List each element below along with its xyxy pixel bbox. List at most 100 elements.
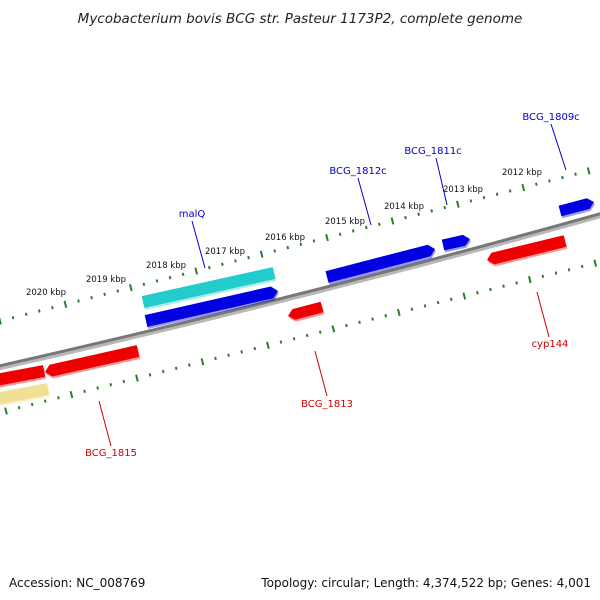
upper-tick xyxy=(390,217,395,225)
tick-label: 2017 kbp xyxy=(205,247,245,257)
upper-tick xyxy=(11,315,15,320)
tick-label: 2014 kbp xyxy=(384,202,424,212)
tick-label: 2020 kbp xyxy=(26,288,66,298)
lower-tick xyxy=(43,399,47,403)
upper-tick xyxy=(495,192,499,196)
lower-tick xyxy=(580,264,584,269)
lower-tick xyxy=(187,363,191,367)
upper-tick xyxy=(574,172,577,176)
upper-tick xyxy=(364,225,368,230)
lower-tick xyxy=(489,287,492,292)
tick-label: 2016 kbp xyxy=(265,233,305,243)
lower-tick xyxy=(384,314,388,318)
upper-tick xyxy=(207,265,211,270)
lower-tick xyxy=(174,366,178,370)
upper-tick xyxy=(456,200,460,208)
upper-tick xyxy=(273,249,277,253)
lower-tick xyxy=(358,320,361,325)
upper-tick xyxy=(325,233,329,242)
upper-tick xyxy=(417,212,420,216)
upper-tick xyxy=(247,255,250,260)
lower-tick xyxy=(227,353,230,357)
upper-tick xyxy=(586,167,591,175)
upper-tick xyxy=(63,300,68,308)
upper-tick xyxy=(351,229,355,233)
tick-label: 2019 kbp xyxy=(86,275,126,285)
genome-backbone-shadow xyxy=(0,213,600,371)
lower-tick xyxy=(305,333,309,338)
gene-label-layer: BCG_1809c BCG_1811c BCG_1812c malQ cyp144 BCG… xyxy=(85,112,580,459)
upper-tick xyxy=(116,289,120,293)
gene-bcg-1812c-arrow xyxy=(325,244,435,283)
lower-tick-ring xyxy=(4,259,598,415)
gene-label: BCG_1812c xyxy=(329,166,386,177)
lower-tick xyxy=(109,383,113,387)
lower-tick xyxy=(502,284,505,288)
lower-tick xyxy=(240,350,244,354)
upper-tick xyxy=(77,299,80,303)
lower-tick xyxy=(436,300,440,305)
lower-tick xyxy=(476,291,479,295)
upper-tick xyxy=(404,215,407,220)
gene-label: BCG_1811c xyxy=(404,146,461,157)
upper-tick xyxy=(312,239,316,243)
upper-tick xyxy=(443,205,447,210)
upper-tick xyxy=(103,292,106,297)
rna-feature-bar xyxy=(141,267,276,308)
upper-tick xyxy=(221,262,224,266)
tick-label: 2018 kbp xyxy=(146,261,186,271)
accession-label: Accession: NC_008769 xyxy=(9,576,146,590)
lower-tick xyxy=(17,406,21,410)
upper-tick xyxy=(142,282,146,287)
upper-tick xyxy=(168,275,172,280)
lower-tick xyxy=(515,281,519,285)
genome-summary: Topology: circular; Length: 4,374,522 bp… xyxy=(261,576,591,590)
gene-leader-line xyxy=(357,177,372,226)
gene-label: malQ xyxy=(179,209,206,220)
upper-tick xyxy=(482,195,486,200)
upper-tick xyxy=(561,175,564,180)
lower-tick xyxy=(69,390,74,399)
upper-tick xyxy=(90,295,93,300)
upper-tick xyxy=(299,242,303,246)
upper-tick xyxy=(286,245,290,250)
lower-tick xyxy=(318,330,322,334)
gene-leader-line xyxy=(550,123,567,171)
lower-tick xyxy=(161,369,165,374)
gene-leader-line xyxy=(314,350,328,397)
lower-tick xyxy=(122,379,126,384)
lower-tick xyxy=(331,325,336,333)
lower-tick xyxy=(279,340,283,344)
tick-label: 2015 kbp xyxy=(325,217,365,227)
upper-tick xyxy=(259,250,264,258)
lower-tick xyxy=(266,341,270,349)
lower-tick xyxy=(30,402,34,407)
upper-tick xyxy=(378,222,381,226)
lower-tick xyxy=(449,297,453,302)
gene-bcg-1809c-arrow xyxy=(558,198,594,217)
upper-tick xyxy=(50,305,54,310)
tick-label-layer: 2012 kbp 2013 kbp 2014 kbp 2015 kbp 2016 kbp… xyxy=(26,168,542,298)
gene-label: cyp144 xyxy=(532,339,569,350)
gene-label: BCG_1809c xyxy=(522,112,579,123)
gene-leader-line xyxy=(98,400,112,447)
partial-pale-feature-bar xyxy=(0,383,50,405)
lower-tick xyxy=(83,389,86,393)
tick-label: 2013 kbp xyxy=(443,185,483,195)
upper-tick xyxy=(508,189,512,193)
lower-tick xyxy=(593,259,598,267)
lower-tick xyxy=(567,268,571,272)
upper-tick xyxy=(338,232,342,236)
upper-tick-ring xyxy=(0,167,591,325)
upper-tick xyxy=(234,259,237,263)
gene-leader-line xyxy=(435,157,448,206)
upper-tick xyxy=(469,199,473,203)
lower-tick xyxy=(397,308,401,317)
gene-cyp144-arrow xyxy=(487,235,567,265)
lower-tick xyxy=(253,346,257,351)
gene-leader-line xyxy=(536,291,550,338)
lower-tick xyxy=(214,356,217,361)
gene-label: BCG_1813 xyxy=(301,399,353,410)
lower-tick xyxy=(527,275,532,284)
